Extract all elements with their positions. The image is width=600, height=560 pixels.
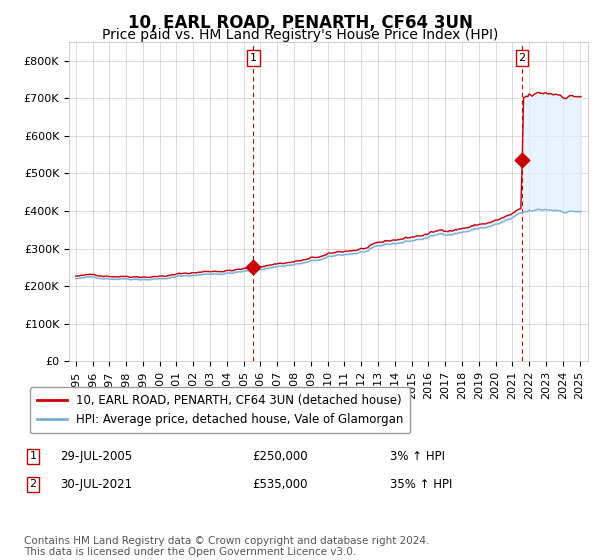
Point [248, 263, 258, 272]
Point [517, 156, 527, 165]
Text: 30-JUL-2021: 30-JUL-2021 [60, 478, 132, 491]
Text: 29-JUL-2005: 29-JUL-2005 [60, 450, 132, 463]
Text: 1: 1 [29, 451, 37, 461]
Text: 10, EARL ROAD, PENARTH, CF64 3UN: 10, EARL ROAD, PENARTH, CF64 3UN [128, 14, 472, 32]
Legend: 10, EARL ROAD, PENARTH, CF64 3UN (detached house), HPI: Average price, detached : 10, EARL ROAD, PENARTH, CF64 3UN (detach… [30, 387, 410, 433]
Text: 3% ↑ HPI: 3% ↑ HPI [390, 450, 445, 463]
Text: 2: 2 [518, 53, 526, 63]
Text: £535,000: £535,000 [252, 478, 308, 491]
Text: Contains HM Land Registry data © Crown copyright and database right 2024.
This d: Contains HM Land Registry data © Crown c… [24, 535, 430, 557]
Text: Price paid vs. HM Land Registry's House Price Index (HPI): Price paid vs. HM Land Registry's House … [102, 28, 498, 42]
Text: 1: 1 [250, 53, 257, 63]
Text: 2: 2 [29, 479, 37, 489]
Text: 35% ↑ HPI: 35% ↑ HPI [390, 478, 452, 491]
Text: £250,000: £250,000 [252, 450, 308, 463]
